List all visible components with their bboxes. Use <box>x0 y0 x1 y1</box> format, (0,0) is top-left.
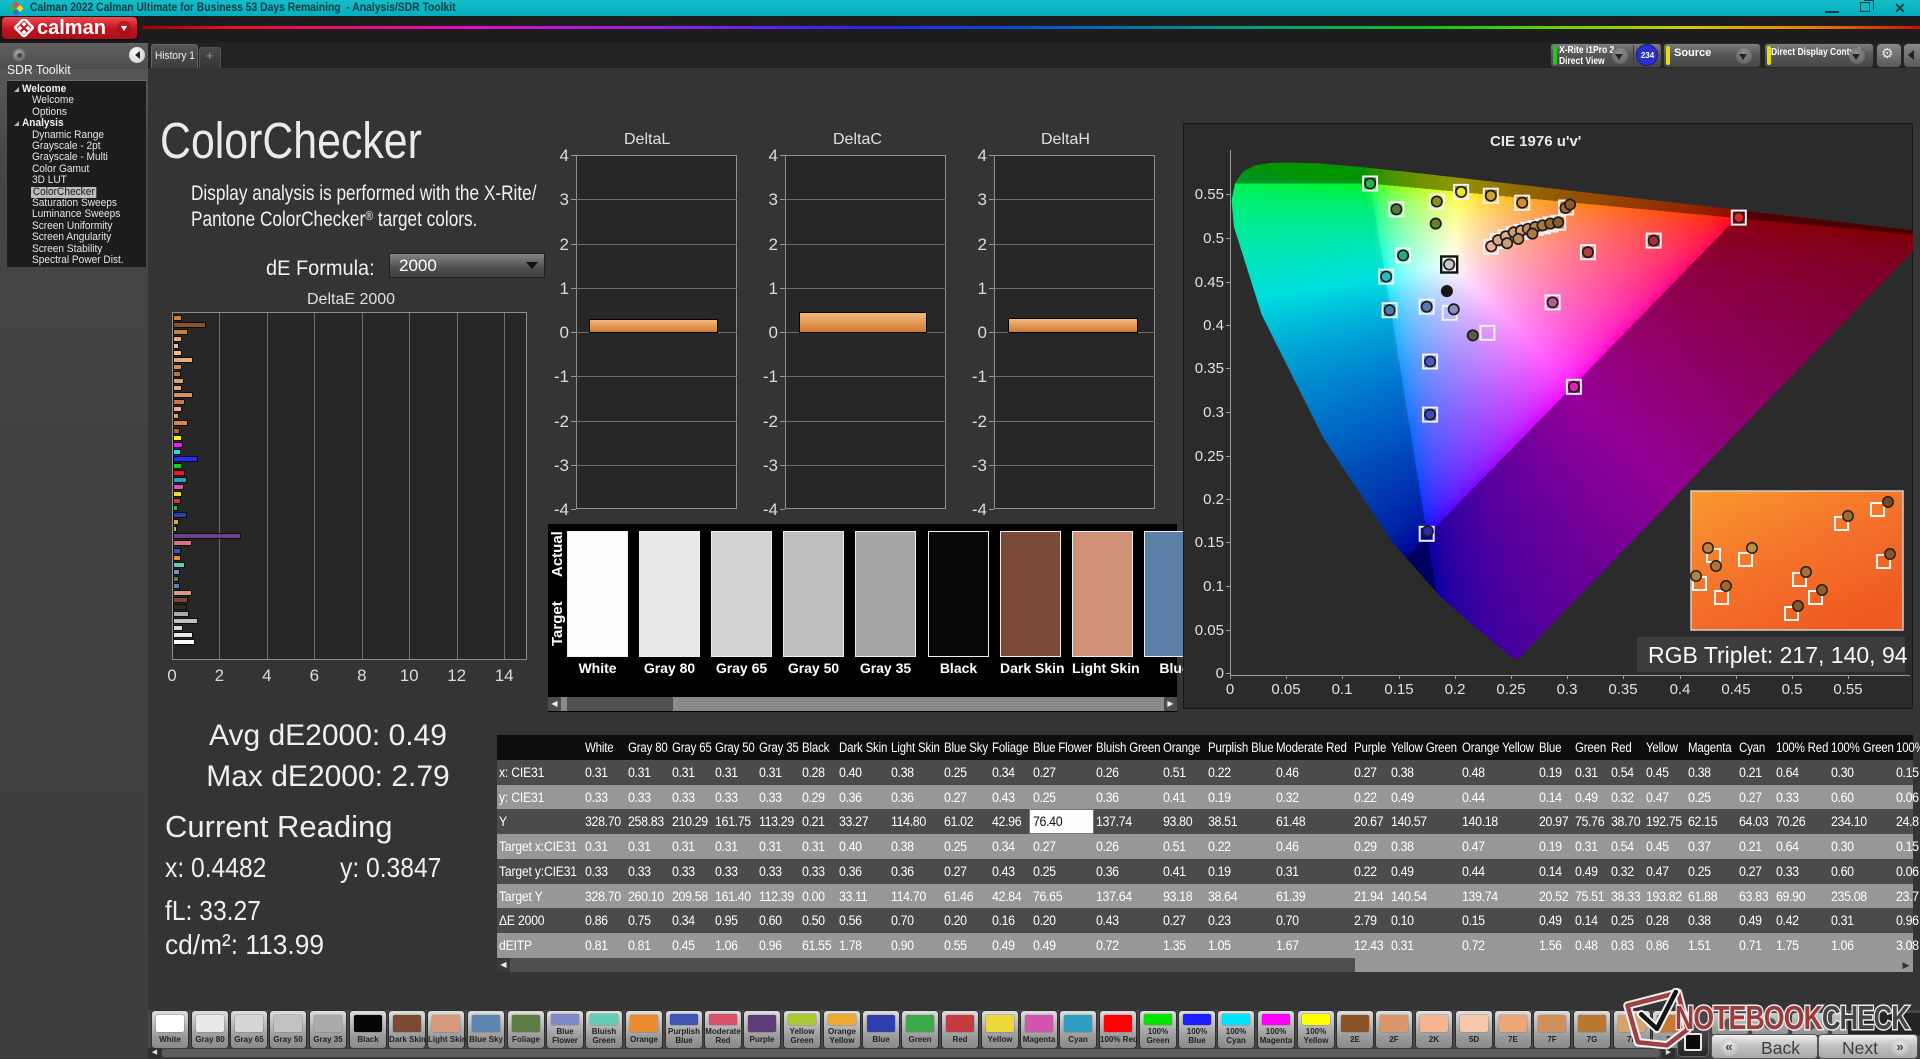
svg-text:NOTEBOOKCHECK: NOTEBOOKCHECK <box>1675 999 1910 1036</box>
